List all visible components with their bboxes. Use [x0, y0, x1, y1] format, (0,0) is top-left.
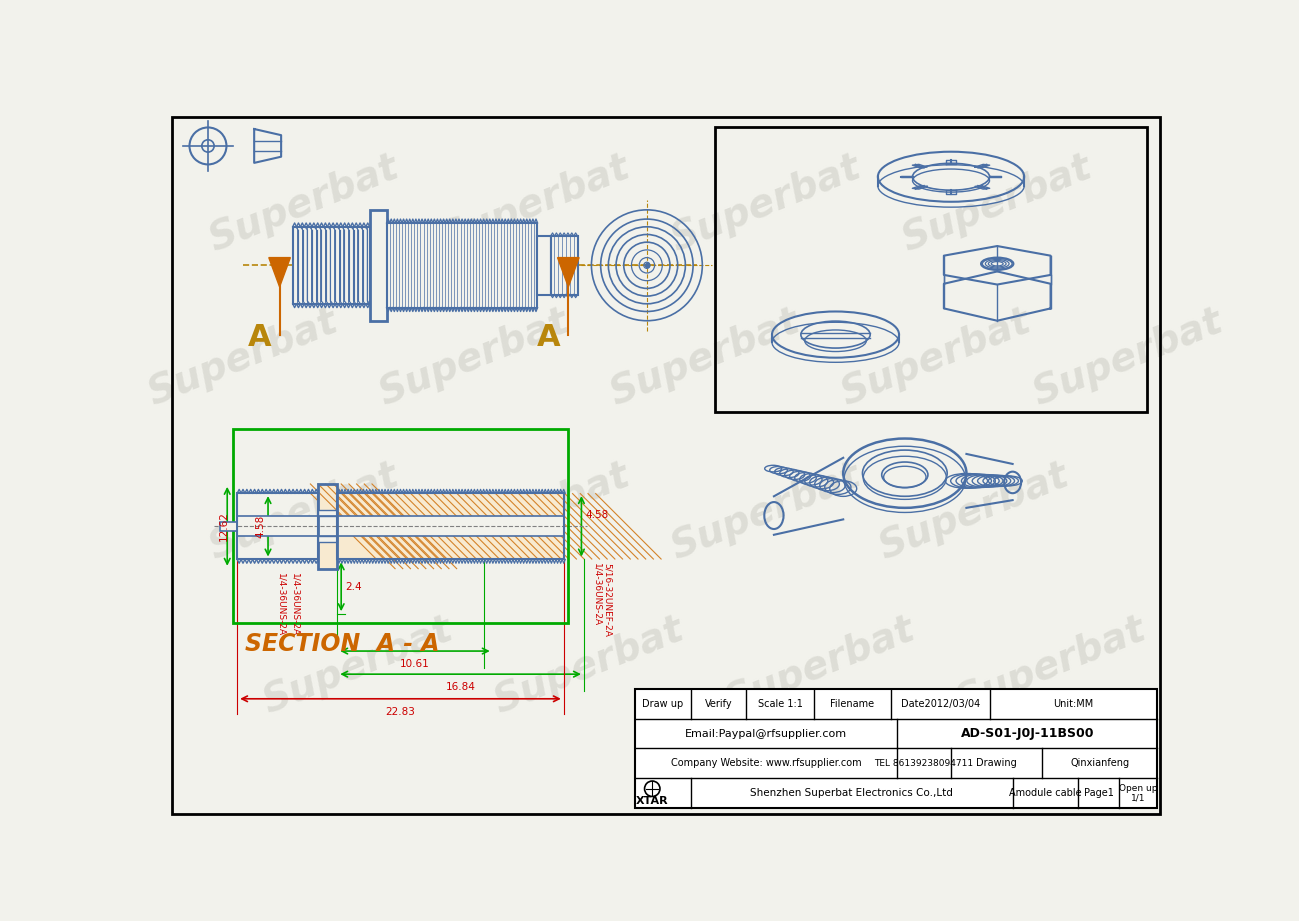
Text: Superbat: Superbat [896, 148, 1098, 259]
Text: 4.58: 4.58 [586, 509, 608, 519]
Text: 16.84: 16.84 [446, 682, 475, 692]
Text: Scale 1:1: Scale 1:1 [757, 699, 803, 708]
Text: Superbat: Superbat [142, 302, 343, 414]
Text: 22.83: 22.83 [386, 706, 416, 717]
Text: 5/16-32UNEF-2A: 5/16-32UNEF-2A [603, 564, 612, 637]
Text: AD-S01-J0J-11BS00: AD-S01-J0J-11BS00 [960, 727, 1094, 740]
Text: Shenzhen Superbat Electronics Co.,Ltd: Shenzhen Superbat Electronics Co.,Ltd [751, 788, 953, 799]
Bar [370, 210, 387, 321]
Bar [551, 236, 578, 295]
Text: Superbat: Superbat [665, 148, 866, 259]
Bar [292, 227, 370, 304]
Text: Superbat: Superbat [373, 302, 574, 414]
Text: 1/4-36UNS-2A: 1/4-36UNS-2A [592, 564, 601, 626]
Bar [234, 429, 568, 624]
Text: 10.61: 10.61 [400, 659, 430, 669]
Bar [318, 494, 564, 559]
Polygon shape [557, 258, 579, 286]
Text: Superbat: Superbat [204, 456, 405, 567]
Bar [318, 484, 338, 568]
Text: Filename: Filename [830, 699, 874, 708]
Text: TEL 86139238094711: TEL 86139238094711 [874, 759, 974, 768]
Text: Page1: Page1 [1083, 788, 1113, 799]
Text: Superbat: Superbat [665, 456, 866, 567]
Bar [714, 127, 1147, 412]
Text: Superbat: Superbat [435, 148, 637, 259]
Bar [387, 223, 536, 308]
Text: Verify: Verify [704, 699, 733, 708]
Text: A: A [536, 323, 560, 352]
Text: Superbat: Superbat [835, 302, 1037, 414]
Text: Date2012/03/04: Date2012/03/04 [900, 699, 979, 708]
Text: SECTION  A - A: SECTION A - A [246, 632, 440, 656]
Bar [221, 521, 238, 530]
Text: 2.4: 2.4 [346, 582, 361, 592]
Text: Superbat: Superbat [951, 611, 1152, 721]
Text: Superbat: Superbat [204, 148, 405, 259]
Text: Superbat: Superbat [873, 456, 1074, 567]
Bar [238, 494, 318, 559]
Text: Unit:MM: Unit:MM [1053, 699, 1094, 708]
Bar [635, 689, 1157, 808]
Bar [318, 536, 338, 542]
Text: Superbat: Superbat [604, 302, 805, 414]
Text: Superbat: Superbat [435, 456, 637, 567]
Text: Drawing: Drawing [976, 758, 1017, 768]
Text: 1/4-36UNS-2A: 1/4-36UNS-2A [277, 573, 286, 635]
Text: Superbat: Superbat [1028, 302, 1229, 414]
Bar [318, 510, 338, 517]
Text: Open up
1/1: Open up 1/1 [1118, 784, 1157, 803]
Bar [238, 517, 564, 536]
Bar [318, 484, 338, 568]
Text: 4.58: 4.58 [256, 515, 265, 538]
Bar [338, 494, 564, 559]
Text: 12.62: 12.62 [218, 511, 229, 542]
Text: Superbat: Superbat [488, 611, 690, 721]
Text: Email:Paypal@rfsupplier.com: Email:Paypal@rfsupplier.com [685, 729, 847, 739]
Text: XTAR: XTAR [637, 796, 669, 806]
Text: Superbat: Superbat [257, 611, 459, 721]
Text: Amodule cable: Amodule cable [1009, 788, 1082, 799]
Text: 1/4-36UNS-2A: 1/4-36UNS-2A [291, 573, 300, 635]
Bar [238, 517, 564, 536]
Text: Draw up: Draw up [643, 699, 683, 708]
Text: Superbat: Superbat [720, 611, 921, 721]
Bar [536, 236, 551, 295]
Text: Qinxianfeng: Qinxianfeng [1070, 758, 1129, 768]
Polygon shape [269, 258, 291, 286]
Text: A: A [248, 323, 271, 352]
Text: Company Website: www.rfsupplier.com: Company Website: www.rfsupplier.com [670, 758, 861, 768]
